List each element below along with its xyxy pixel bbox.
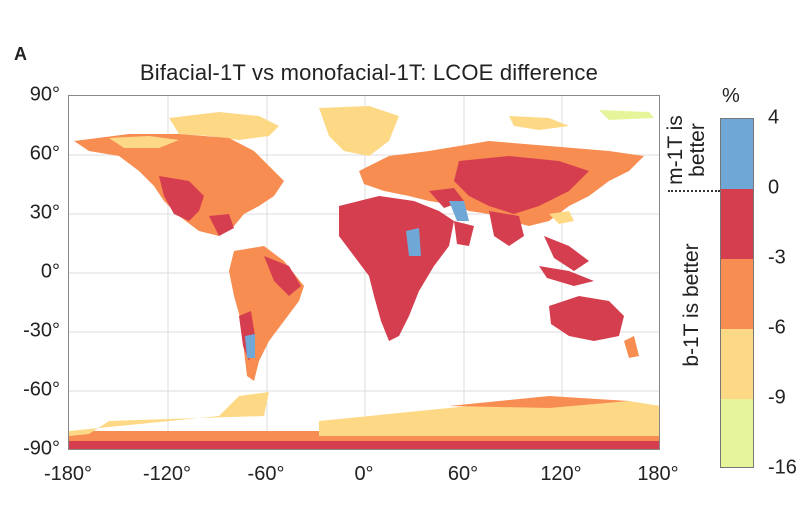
colorbar-tick: 4 [768, 106, 780, 129]
colorbar-tick: -3 [768, 246, 786, 269]
region-antarctica [69, 392, 659, 449]
y-tick: -30° [23, 319, 60, 342]
region-arctic [169, 106, 654, 156]
colorbar-label-top: m-1T is better [664, 115, 709, 185]
x-tick: 180° [637, 463, 679, 485]
x-tick: -180° [43, 463, 93, 485]
y-tick: 90° [29, 83, 60, 106]
colorbar-tick: -9 [768, 386, 786, 409]
colorbar-segment [721, 119, 753, 189]
region-oceania [539, 266, 639, 358]
colorbar-tick: 0 [768, 176, 780, 199]
x-tick: -120° [142, 463, 192, 485]
colorbar-segment [721, 189, 753, 259]
y-tick: -90° [23, 437, 60, 460]
colorbar-segment [721, 259, 753, 329]
x-tick: 60° [447, 463, 479, 485]
colorbar-divider [668, 190, 720, 192]
colorbar [720, 118, 754, 468]
world-map [68, 95, 660, 450]
colorbar-tick: -6 [768, 316, 786, 339]
x-tick: -60° [247, 463, 285, 485]
colorbar-label-bottom: b-1T is better [680, 243, 703, 367]
y-tick: 30° [29, 201, 60, 224]
region-africa [339, 196, 474, 341]
colorbar-unit: % [722, 85, 740, 107]
region-eurasia [359, 141, 644, 271]
x-tick: 120° [540, 463, 582, 485]
colorbar-label-top-line2: better [686, 123, 709, 177]
region-south-america [229, 246, 304, 381]
colorbar-label-top-line1: m-1T is [664, 115, 687, 185]
colorbar-segment [721, 399, 753, 467]
y-tick: 60° [29, 142, 60, 165]
panel-label: A [14, 44, 27, 64]
x-tick: 0° [354, 463, 374, 485]
map-svg [69, 96, 659, 449]
colorbar-segment [721, 329, 753, 399]
y-tick: 0° [40, 260, 60, 283]
chart-title: Bifacial-1T vs monofacial-1T: LCOE diffe… [139, 60, 599, 85]
y-tick: -60° [23, 378, 60, 401]
region-north-america [74, 134, 284, 236]
colorbar-tick: -16 [768, 456, 797, 479]
